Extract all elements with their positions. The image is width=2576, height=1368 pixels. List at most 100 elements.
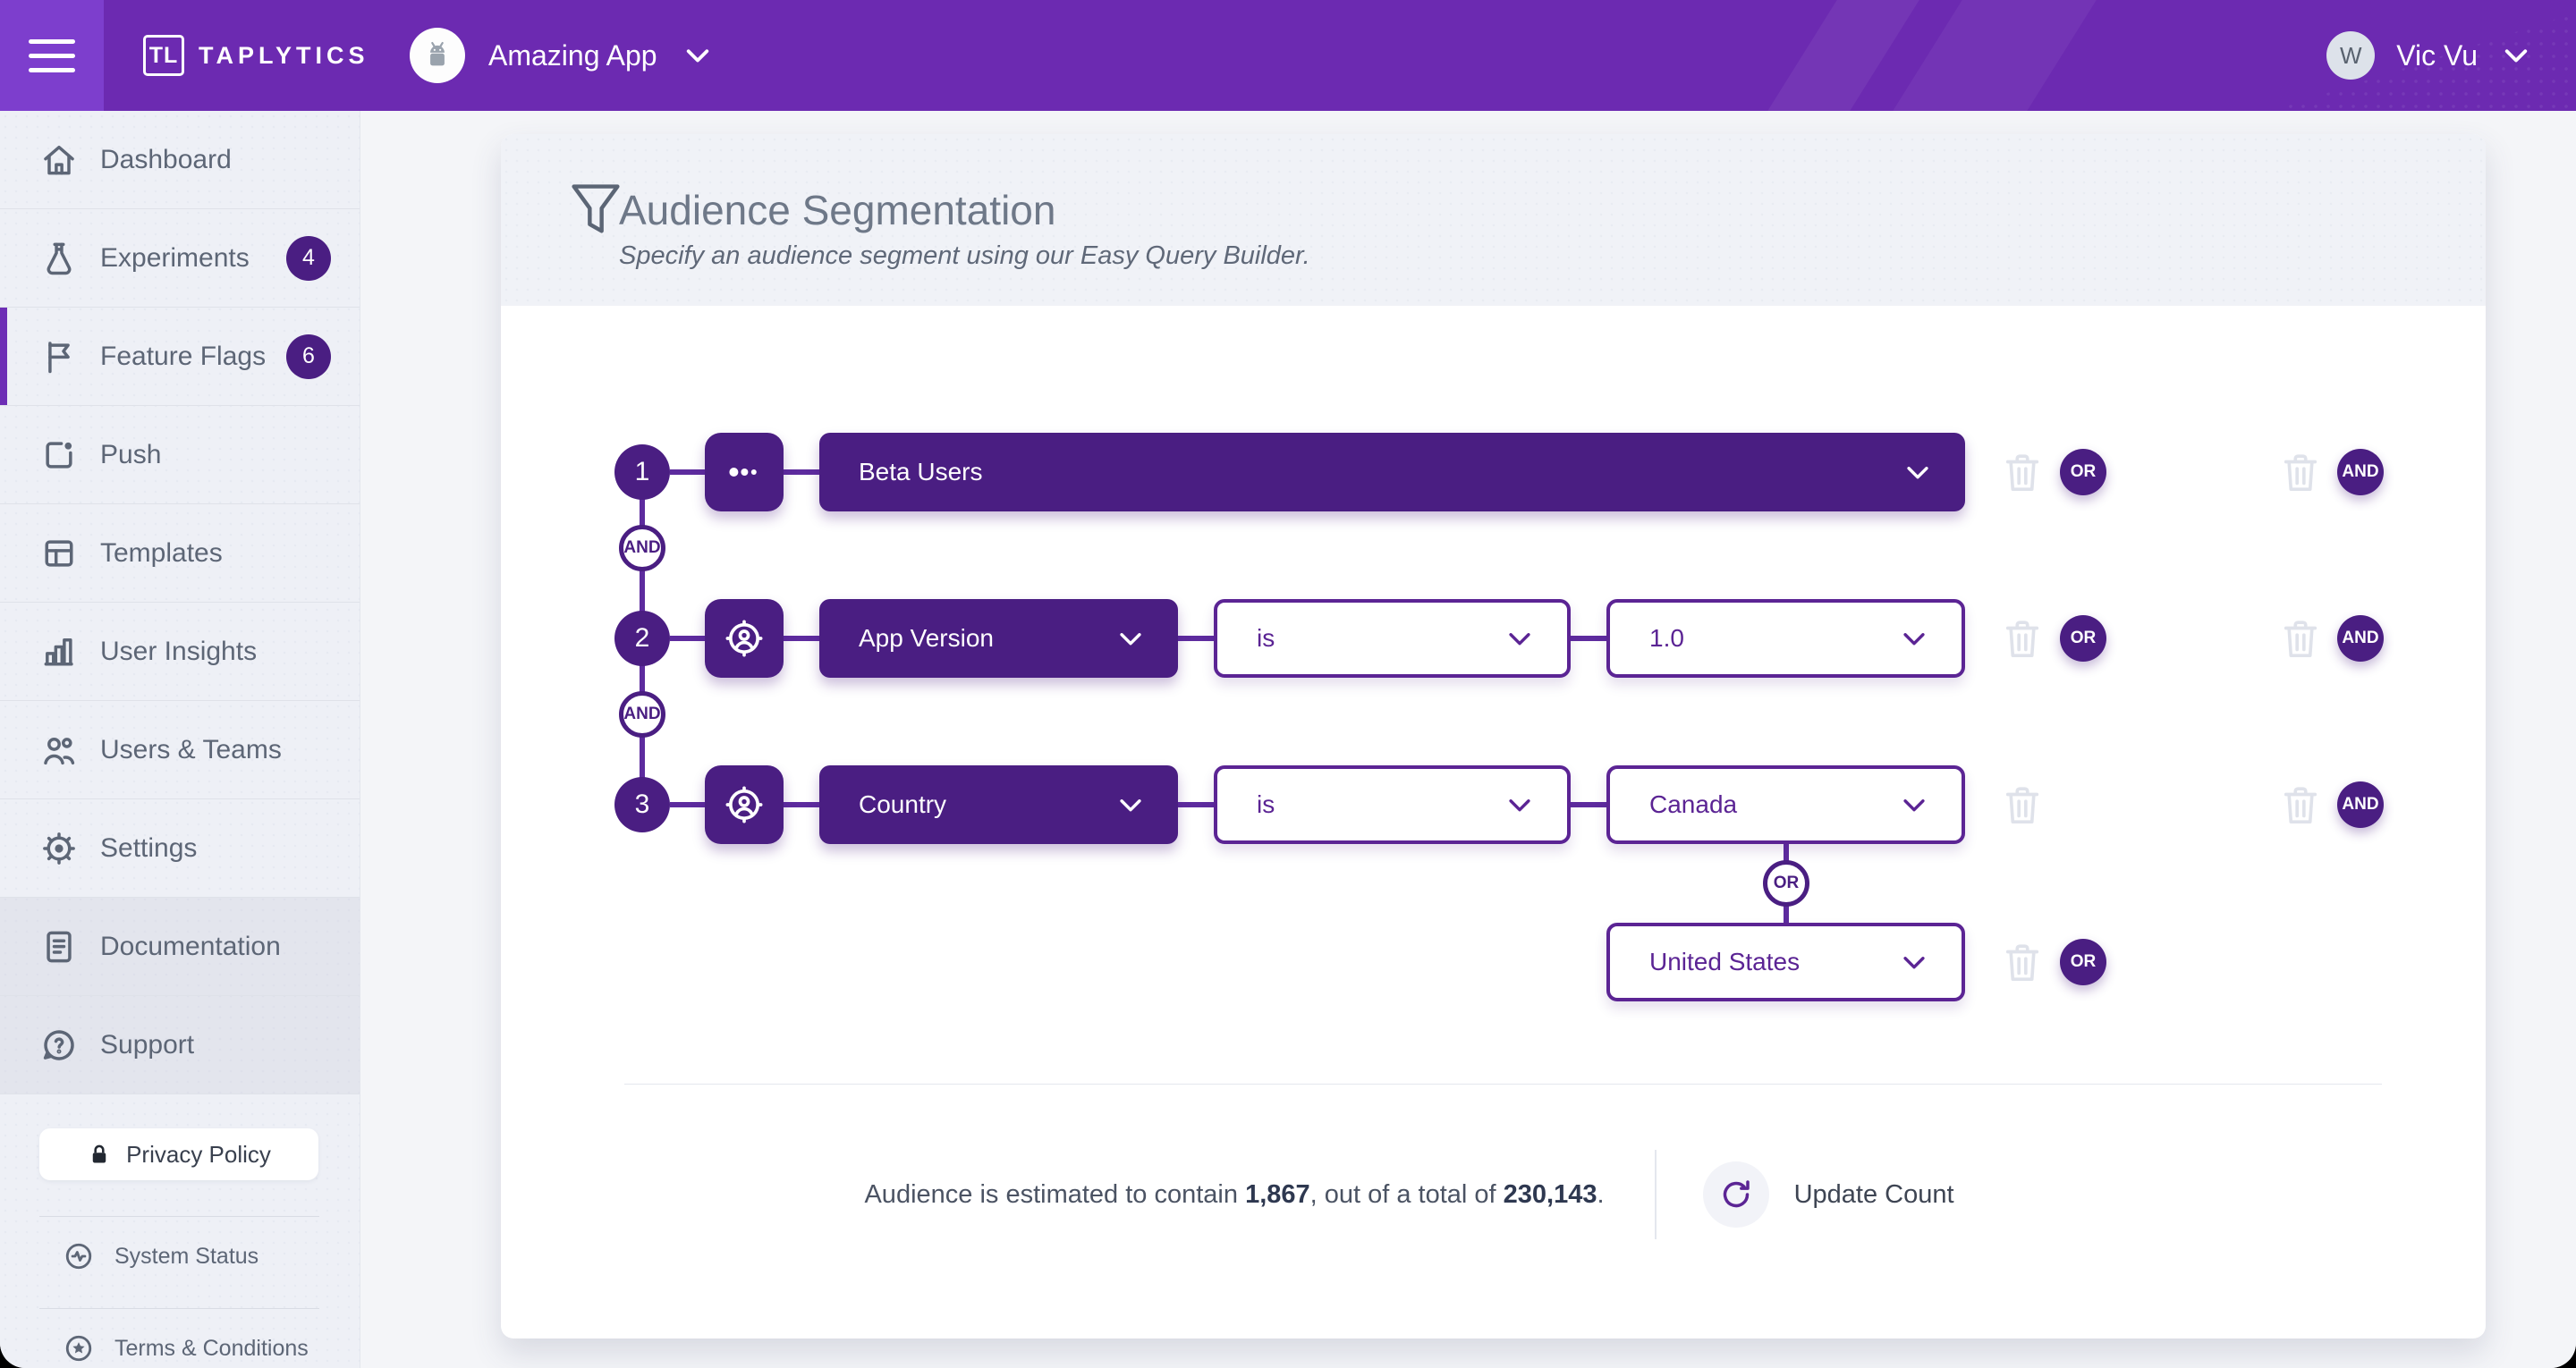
sidebar-item-settings[interactable]: Settings [0,799,360,898]
app-name: Amazing App [488,38,657,72]
update-count-label[interactable]: Update Count [1793,1179,1954,1209]
footer-divider [39,1216,319,1217]
value-dropdown[interactable]: United States [1606,923,1965,1001]
chevron-down-icon [1907,467,1928,479]
sidebar-item-experiments[interactable]: Experiments 4 [0,209,360,308]
android-app-icon [410,28,465,83]
sidebar-item-label: Settings [100,832,198,863]
summary-middle: , out of a total of [1309,1179,1504,1209]
sidebar-item-label: Users & Teams [100,734,282,764]
trash-icon [2005,787,2039,823]
and-connector: AND [619,691,665,738]
section-divider [624,1084,2382,1085]
templates-icon [39,534,79,573]
add-or-condition-button[interactable]: OR [2060,939,2106,985]
sidebar-item-label: Documentation [100,931,281,961]
chevron-down-icon [1903,633,1925,646]
row-number: 3 [614,777,670,832]
add-or-condition-button[interactable]: OR [2060,615,2106,662]
delete-row-button[interactable] [2280,781,2321,828]
operator-dropdown[interactable]: is [1214,599,1571,678]
value-dropdown-value: 1.0 [1649,624,1684,652]
summary-prefix: Audience is estimated to contain [864,1179,1246,1209]
update-count-button[interactable] [1702,1161,1769,1228]
attribute-dropdown-value: App Version [859,624,994,652]
connector-line [1178,636,1214,641]
filter-funnel-icon [568,179,623,240]
value-dropdown-value: United States [1649,948,1801,975]
terms-star-icon [63,1332,95,1364]
target-user-icon [725,620,763,657]
sidebar-item-users-teams[interactable]: Users & Teams [0,701,360,799]
privacy-policy-label: Privacy Policy [126,1140,271,1168]
system-status-link[interactable]: System Status [63,1240,359,1272]
flag-icon [39,337,79,376]
main-content: Audience Segmentation Specify an audienc… [361,111,2576,1368]
hamburger-menu-button[interactable] [0,0,104,111]
app-selector-dropdown[interactable]: Amazing App [410,0,715,111]
connector-line [1178,802,1214,807]
user-menu-dropdown[interactable]: W Vic Vu [2326,0,2533,111]
delete-row-button[interactable] [2280,615,2321,662]
taplytics-logo[interactable]: TL TAPLYTICS [143,0,369,111]
audience-total: 230,143 [1503,1179,1597,1209]
trash-icon [2005,454,2039,491]
audience-target-button[interactable] [705,599,784,678]
value-dropdown[interactable]: Canada [1606,765,1965,844]
sidebar-item-label: Support [100,1029,195,1060]
audience-target-button[interactable] [705,765,784,844]
terms-link[interactable]: Terms & Conditions [63,1332,359,1364]
segment-options-button[interactable] [705,433,784,511]
privacy-policy-button[interactable]: Privacy Policy [39,1128,318,1180]
delete-condition-button[interactable] [2002,939,2043,985]
attribute-dropdown-value: Country [859,790,947,818]
connector-line [1571,802,1606,807]
terms-label: Terms & Conditions [114,1335,309,1361]
system-status-label: System Status [114,1243,259,1269]
document-icon [39,927,79,967]
user-avatar: W [2326,31,2376,80]
add-and-condition-button[interactable]: AND [2337,449,2384,495]
delete-condition-button[interactable] [2002,615,2043,662]
chevron-down-icon [1509,799,1530,812]
sidebar-item-templates[interactable]: Templates [0,504,360,603]
delete-condition-button[interactable] [2002,449,2043,495]
sidebar-item-label: Experiments [100,242,250,273]
sidebar-item-dashboard[interactable]: Dashboard [0,111,360,209]
ellipsis-icon [729,468,757,477]
sidebar-item-support[interactable]: Support [0,996,360,1094]
operator-dropdown[interactable]: is [1214,765,1571,844]
delete-row-button[interactable] [2280,449,2321,495]
connector-line [670,469,705,475]
sidebar-item-documentation[interactable]: Documentation [0,898,360,996]
sidebar-nav: Dashboard Experiments 4 Feature Flags 6 [0,111,360,1368]
trash-icon [2284,787,2318,823]
add-and-condition-button[interactable]: AND [2337,615,2384,662]
segment-dropdown[interactable]: Beta Users [819,433,1965,511]
footer-divider [39,1308,319,1309]
connector-line [784,802,819,807]
sidebar-item-push[interactable]: Push [0,406,360,504]
push-icon [39,435,79,475]
summary-suffix: . [1597,1179,1605,1209]
delete-condition-button[interactable] [2002,781,2043,828]
add-and-condition-button[interactable]: AND [2337,781,2384,828]
value-dropdown[interactable]: 1.0 [1606,599,1965,678]
attribute-dropdown[interactable]: App Version [819,599,1178,678]
sidebar-item-user-insights[interactable]: User Insights [0,603,360,701]
audience-count: 1,867 [1245,1179,1310,1209]
or-connector: OR [1763,860,1809,907]
trash-icon [2284,454,2318,491]
attribute-dropdown[interactable]: Country [819,765,1178,844]
trash-icon [2005,944,2039,981]
query-builder: 1 Beta Users OR [501,134,2486,1338]
sidebar-item-feature-flags[interactable]: Feature Flags 6 [0,308,360,406]
chevron-down-icon [686,49,708,63]
card-header: Audience Segmentation Specify an audienc… [501,134,2486,306]
audience-segmentation-card: Audience Segmentation Specify an audienc… [501,134,2486,1338]
flask-icon [39,239,79,278]
gear-icon [39,829,79,868]
sidebar-footer: Privacy Policy System Status [0,1094,359,1368]
add-or-condition-button[interactable]: OR [2060,449,2106,495]
refresh-icon [1723,1180,1750,1208]
